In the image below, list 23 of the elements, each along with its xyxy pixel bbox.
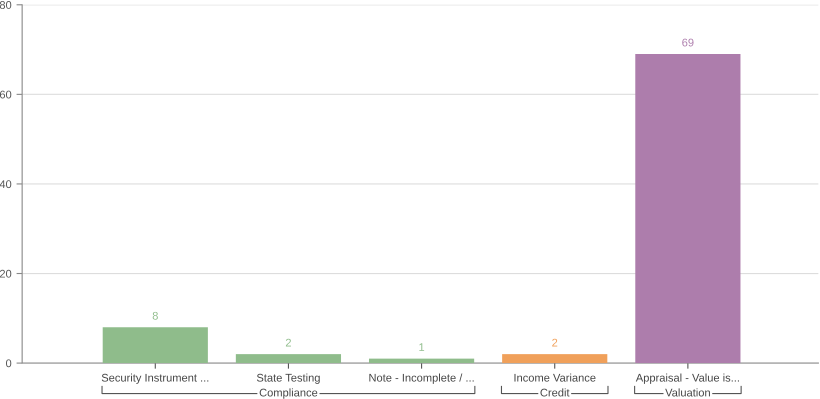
data-label: 8	[152, 312, 158, 320]
text: Compliance	[260, 388, 318, 399]
y-tick-label: 40	[0, 180, 12, 188]
y-tick-label: 0	[6, 359, 12, 368]
data-label: 69	[682, 38, 694, 46]
data-label: 1	[419, 343, 424, 351]
bar	[236, 354, 342, 364]
bar	[502, 354, 608, 364]
y-tick-label: 20	[0, 270, 12, 278]
data-label: 2	[286, 338, 291, 346]
y-tick-label: 60	[0, 90, 12, 98]
data-label: 2	[552, 338, 558, 346]
text: Credit	[540, 388, 570, 397]
bar	[368, 358, 474, 364]
bar	[635, 54, 740, 364]
x-tick-label: Appraisal - Value is...	[636, 374, 739, 384]
text: Valuation	[665, 388, 710, 397]
x-tick-label: Income Variance	[514, 374, 596, 382]
y-tick-label: 80	[0, 1, 12, 9]
x-tick-label: Security Instrument ...	[102, 374, 208, 384]
x-tick-label: State Testing	[256, 374, 320, 384]
bar	[102, 327, 208, 364]
x-tick-label: Note - Incomplete / ...	[369, 374, 474, 384]
